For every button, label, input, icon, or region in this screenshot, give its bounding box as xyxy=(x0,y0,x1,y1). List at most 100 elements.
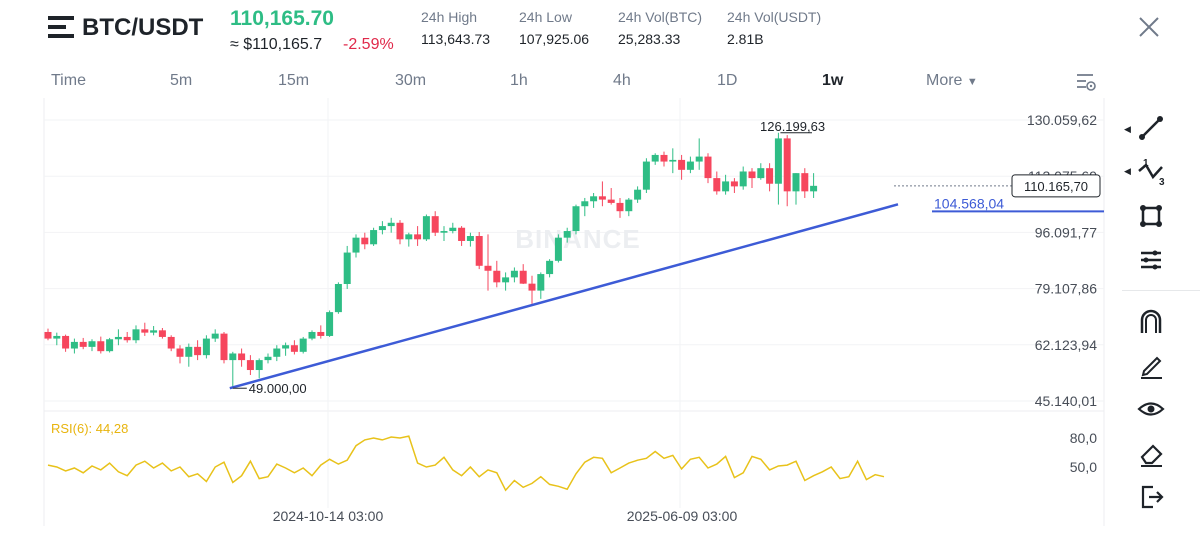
candle-body xyxy=(493,270,501,283)
candle-body xyxy=(422,216,430,240)
candle-body xyxy=(651,154,659,162)
candle-body xyxy=(449,227,457,232)
chart-settings-icon[interactable] xyxy=(1074,70,1098,94)
toolbar-divider xyxy=(1122,290,1200,291)
pair-title[interactable]: BTC/USDT xyxy=(82,14,204,41)
candle-body xyxy=(194,346,202,356)
close-icon[interactable] xyxy=(1137,15,1161,39)
candle-body xyxy=(766,168,774,184)
caret-down-icon: ▼ xyxy=(966,76,978,88)
stat-label: 24h Vol(USDT) xyxy=(727,9,822,25)
stat-24h-vol-btc: 24h Vol(BTC) 25,283.33 xyxy=(618,9,702,47)
candle-body xyxy=(220,333,228,361)
candle-body xyxy=(686,161,694,170)
expand-arrow-icon[interactable]: ◀ xyxy=(1124,124,1131,134)
annotations: 126.199,63 49.000,00 110.165,70 104.568,… xyxy=(232,119,1104,396)
candle-body xyxy=(202,338,210,356)
tab-1h[interactable]: 1h xyxy=(510,72,528,89)
stat-label: 24h Vol(BTC) xyxy=(618,9,703,25)
tab-15m[interactable]: 15m xyxy=(278,72,310,89)
candle-body xyxy=(502,277,510,283)
candle-body xyxy=(326,312,334,336)
candle-body xyxy=(255,360,263,371)
candle-body xyxy=(70,341,78,349)
expand-arrow-icon[interactable]: ◀ xyxy=(1124,166,1131,176)
candle-body xyxy=(290,345,298,352)
stat-value: 113,643.73 xyxy=(421,31,491,47)
pencil-icon[interactable] xyxy=(1135,350,1167,380)
candle-body xyxy=(546,260,554,275)
current-price-box xyxy=(1011,174,1101,198)
candle-body xyxy=(141,329,149,333)
candle-body xyxy=(440,231,448,233)
rsi-label: RSI(6): 44,28 xyxy=(51,421,128,436)
candle-body xyxy=(607,199,615,203)
low-label: 49.000,00 xyxy=(249,381,307,396)
candle-body xyxy=(211,333,219,339)
candle-body xyxy=(519,270,527,284)
candle-body xyxy=(695,156,703,162)
last-price: 110,165.70 xyxy=(230,7,334,30)
candle-body xyxy=(713,178,721,192)
price-chart[interactable]: BINANCE 130.059,62113.075,6996.091,7779.… xyxy=(0,98,1110,530)
candle-body xyxy=(590,196,598,202)
horizontal-lines-tool-icon[interactable] xyxy=(1135,245,1167,275)
candle-body xyxy=(97,341,105,352)
rsi-tick-label: 80,0 xyxy=(1070,430,1097,446)
time-tick-label: 2024-10-14 03:00 xyxy=(273,508,384,524)
candle-body xyxy=(299,338,307,352)
eye-icon[interactable] xyxy=(1135,394,1167,424)
candle-body xyxy=(554,237,562,261)
rsi-line xyxy=(47,435,885,492)
candle-body xyxy=(396,222,404,240)
candle-body xyxy=(475,236,483,266)
eraser-icon[interactable] xyxy=(1135,438,1167,468)
price-tick-label: 62.123,94 xyxy=(1035,337,1097,353)
candle-body xyxy=(528,283,536,291)
trendline[interactable] xyxy=(229,203,899,390)
candle-body xyxy=(308,331,316,339)
high-label: 126.199,63 xyxy=(760,119,825,134)
tab-4h[interactable]: 4h xyxy=(613,72,631,89)
candle-body xyxy=(185,346,193,357)
magnet-icon[interactable] xyxy=(1135,306,1167,336)
tab-1w[interactable]: 1w xyxy=(822,72,844,89)
stat-24h-high: 24h High 113,643.73 xyxy=(421,9,490,47)
price-tick-label: 130.059,62 xyxy=(1027,112,1097,128)
tab-time[interactable]: Time xyxy=(51,72,86,89)
exit-icon[interactable] xyxy=(1135,482,1167,512)
rsi-tick-label: 50,0 xyxy=(1070,459,1097,475)
candle-body xyxy=(88,341,96,347)
candle-body xyxy=(634,189,642,200)
candle-body xyxy=(150,330,158,333)
candle-body xyxy=(229,353,237,361)
price-tick-label: 79.107,86 xyxy=(1035,281,1097,297)
candle-body xyxy=(167,336,175,349)
candle-body xyxy=(739,171,747,187)
candle-body xyxy=(132,329,140,341)
tab-30m[interactable]: 30m xyxy=(395,72,427,89)
more-dropdown[interactable]: More ▼ xyxy=(926,72,978,90)
candle-body xyxy=(334,283,342,313)
candle-body xyxy=(79,341,87,347)
candle-body xyxy=(264,356,272,361)
trendline-tool-icon[interactable] xyxy=(1135,113,1167,143)
candle-body xyxy=(774,138,782,184)
stat-24h-low: 24h Low 107,925.06 xyxy=(519,9,589,47)
time-axis: 2024-10-14 03:00 2025-06-09 03:00 xyxy=(273,508,738,524)
candle-body xyxy=(730,181,738,187)
tab-5m[interactable]: 5m xyxy=(170,72,193,89)
menu-icon[interactable] xyxy=(48,16,74,38)
current-price-label: 110.165,70 xyxy=(1024,179,1088,194)
rectangle-tool-icon[interactable] xyxy=(1135,201,1167,231)
candle-body xyxy=(801,173,809,192)
candle-body xyxy=(537,274,545,291)
fib-tool-icon[interactable]: 1 3 xyxy=(1135,157,1167,187)
stat-label: 24h Low xyxy=(519,9,572,25)
time-tick-label: 2025-06-09 03:00 xyxy=(627,508,738,524)
candle-body xyxy=(352,237,360,253)
tab-1d[interactable]: 1D xyxy=(717,72,738,89)
header: BTC/USDT 110,165.70 ≈ $110,165.7 -2.59% … xyxy=(0,0,1200,62)
candle-body xyxy=(405,234,413,240)
candle-body xyxy=(44,331,52,339)
